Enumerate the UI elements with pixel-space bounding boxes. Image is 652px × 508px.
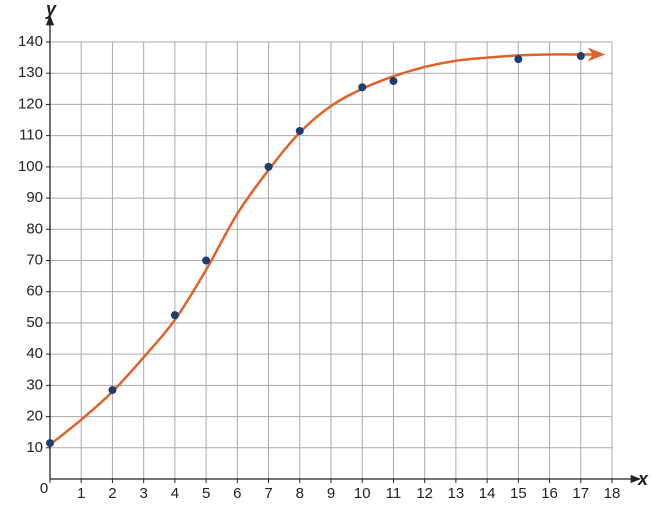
data-point xyxy=(264,162,273,171)
y-tick-label: 10 xyxy=(26,439,43,456)
x-tick-label: 13 xyxy=(448,485,465,502)
data-point xyxy=(202,256,211,265)
data-point xyxy=(170,311,179,320)
x-tick-label: 17 xyxy=(572,485,589,502)
x-tick-label: 8 xyxy=(296,485,304,502)
data-point xyxy=(295,126,304,135)
data-point xyxy=(576,52,585,61)
y-tick-label: 120 xyxy=(18,95,43,112)
y-tick-label: 70 xyxy=(26,251,43,268)
data-point xyxy=(46,439,54,448)
data-point xyxy=(108,386,117,395)
x-tick-label: 0 xyxy=(40,480,48,497)
x-tick-label: 5 xyxy=(202,485,210,502)
y-tick-label: 80 xyxy=(26,220,43,237)
x-tick-label: 4 xyxy=(171,485,179,502)
x-tick-label: 3 xyxy=(139,485,147,502)
fit-curve xyxy=(49,47,606,446)
y-tick-label: 130 xyxy=(18,64,43,81)
y-tick-label: 90 xyxy=(26,189,43,206)
x-tick-label: 11 xyxy=(386,485,402,502)
grid xyxy=(49,41,613,479)
x-tick-label: 18 xyxy=(604,485,621,502)
x-tick-label: 12 xyxy=(416,485,433,502)
data-point xyxy=(389,77,398,86)
x-tick-label: 6 xyxy=(233,485,241,502)
x-tick-label: 10 xyxy=(354,485,371,502)
x-tick-label: 7 xyxy=(264,485,272,502)
y-tick-label: 60 xyxy=(26,283,43,300)
data-point xyxy=(358,83,367,92)
y-tick-label: 100 xyxy=(18,158,43,175)
y-tick-label: 110 xyxy=(19,127,43,144)
y-tick-label: 40 xyxy=(26,345,43,362)
y-tick-label: 20 xyxy=(26,408,43,425)
x-tick-label: 9 xyxy=(327,485,335,502)
x-axis-title: x xyxy=(637,469,649,489)
x-tick-label: 16 xyxy=(541,485,558,502)
y-tick-label: 140 xyxy=(18,33,43,50)
data-point xyxy=(514,55,523,64)
x-tick-label: 14 xyxy=(479,485,496,502)
y-axis-title: y xyxy=(45,0,57,19)
y-tick-label: 30 xyxy=(26,376,43,393)
x-tick-label: 2 xyxy=(108,485,116,502)
x-tick-label: 1 xyxy=(77,485,85,502)
y-tick-label: 50 xyxy=(26,314,43,331)
x-tick-label: 15 xyxy=(510,485,527,502)
